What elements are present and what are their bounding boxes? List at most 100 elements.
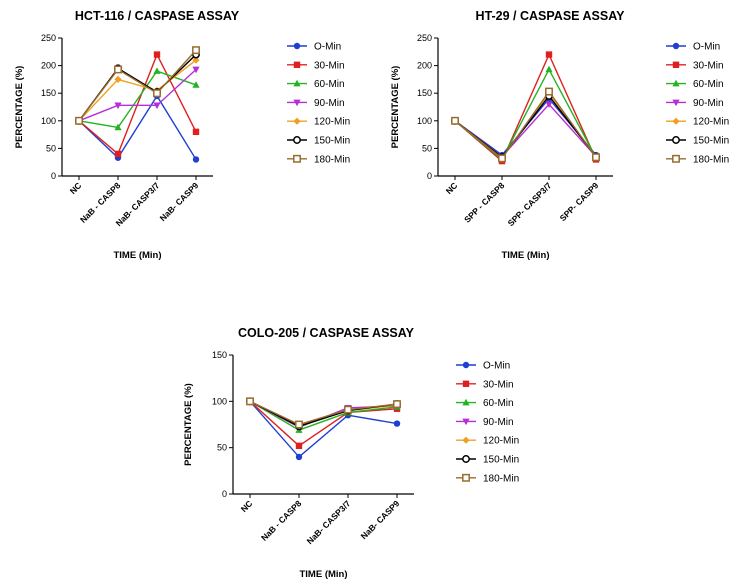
legend-marker	[672, 136, 680, 144]
legend-marker	[462, 418, 470, 426]
chart-title: HCT-116 / CASPASE ASSAY	[75, 9, 240, 23]
data-point	[545, 51, 553, 58]
legend-marker	[672, 117, 680, 125]
y-tick-label: 200	[417, 61, 432, 71]
legend-label: 90-Min	[314, 98, 345, 109]
y-tick-label: 250	[41, 33, 56, 43]
data-point	[545, 65, 553, 73]
legend-label: 60-Min	[693, 79, 724, 90]
data-point	[451, 116, 459, 125]
y-tick-label: 250	[417, 33, 432, 43]
legend-item: 30-Min	[456, 379, 514, 390]
y-tick-label: 100	[212, 396, 227, 406]
legend-item: O-Min	[456, 361, 510, 372]
x-tick-label: SPP - CASP8	[462, 180, 507, 225]
y-tick-label: 50	[217, 443, 227, 453]
series-60-min	[75, 67, 200, 131]
data-point	[246, 397, 254, 406]
legend-marker	[672, 61, 680, 68]
legend-item: 90-Min	[287, 98, 345, 109]
x-tick-label: NaB- CASP3/7	[305, 498, 353, 546]
data-point	[545, 87, 553, 96]
legend-marker	[462, 436, 470, 444]
x-tick-label: NC	[68, 180, 84, 196]
chart-0: HCT-116 / CASPASE ASSAY 0 50 100 150 200 250 NC…	[14, 9, 350, 261]
legend-item: 90-Min	[666, 98, 724, 109]
series-line	[249, 400, 398, 431]
legend-label: 90-Min	[693, 98, 724, 109]
legend-label: O-Min	[693, 42, 720, 53]
series-line	[454, 52, 597, 163]
legend-marker	[293, 42, 301, 50]
data-point	[498, 154, 506, 163]
legend-label: 180-Min	[483, 473, 519, 484]
data-point	[192, 66, 200, 74]
legend-label: 120-Min	[693, 117, 729, 128]
legend-marker	[293, 99, 301, 107]
data-point	[153, 102, 161, 110]
data-point	[295, 442, 303, 450]
y-tick-label: 150	[417, 88, 432, 98]
series-line	[78, 52, 197, 156]
series-line	[249, 400, 398, 426]
series-90-min	[75, 66, 200, 125]
x-tick-label: NaB- CASP9	[359, 498, 402, 541]
data-point	[114, 102, 122, 110]
legend: O-Min 30-Min 60-Min 90-Min 120-Min 150-Min 180…	[666, 42, 729, 165]
legend-marker	[672, 154, 680, 163]
legend-marker	[293, 61, 301, 68]
legend-item: 150-Min	[666, 136, 729, 147]
x-axis-label: TIME (Min)	[299, 569, 347, 580]
legend-marker	[672, 42, 680, 50]
y-axis-label: PERCENTAGE (%)	[183, 383, 194, 466]
series-60-min	[451, 65, 600, 163]
legend-label: 150-Min	[314, 136, 350, 147]
y-tick-label: 0	[51, 171, 56, 181]
data-point	[153, 67, 161, 74]
series-line	[454, 90, 597, 160]
legend-label: 180-Min	[314, 154, 350, 165]
legend-label: 120-Min	[314, 117, 350, 128]
legend-item: O-Min	[287, 42, 341, 53]
series-line	[78, 54, 197, 122]
series-line	[249, 400, 398, 458]
data-point	[592, 153, 600, 162]
legend-marker	[293, 136, 301, 144]
legend-item: 120-Min	[456, 436, 519, 447]
y-axis-label: PERCENTAGE (%)	[14, 66, 25, 149]
x-tick-label: NC	[444, 180, 460, 196]
data-point	[192, 81, 200, 88]
series-line	[78, 59, 197, 122]
series-30-min	[451, 51, 600, 165]
legend-item: 120-Min	[666, 117, 729, 128]
chart-2: COLO-205 / CASPASE ASSAY 0 50 100 150 NC NaB -…	[183, 326, 519, 580]
legend-item: 180-Min	[666, 154, 729, 165]
y-tick-label: 50	[46, 143, 56, 153]
x-axis-label: TIME (Min)	[113, 250, 161, 261]
legend-label: 30-Min	[693, 60, 724, 71]
data-point	[545, 101, 553, 109]
legend-item: 90-Min	[456, 417, 514, 428]
legend-item: 30-Min	[666, 60, 724, 71]
legend-label: 120-Min	[483, 436, 519, 447]
data-point	[344, 405, 352, 414]
legend-item: 180-Min	[456, 473, 519, 484]
series-150-min	[75, 50, 200, 125]
x-axis-label: TIME (Min)	[501, 250, 549, 261]
data-point	[114, 123, 122, 131]
y-tick-label: 150	[212, 350, 227, 360]
data-point	[114, 150, 122, 158]
x-tick-label: NaB - CASP8	[259, 498, 304, 543]
legend-marker	[462, 380, 470, 387]
y-tick-label: 50	[422, 143, 432, 153]
y-tick-label: 200	[41, 61, 56, 71]
legend-label: O-Min	[314, 42, 341, 53]
legend-label: 180-Min	[693, 154, 729, 165]
series-line	[78, 70, 197, 129]
data-point	[192, 128, 200, 136]
data-point	[393, 420, 401, 427]
legend-label: O-Min	[483, 361, 510, 372]
series-line	[249, 400, 398, 447]
y-tick-label: 0	[427, 171, 432, 181]
